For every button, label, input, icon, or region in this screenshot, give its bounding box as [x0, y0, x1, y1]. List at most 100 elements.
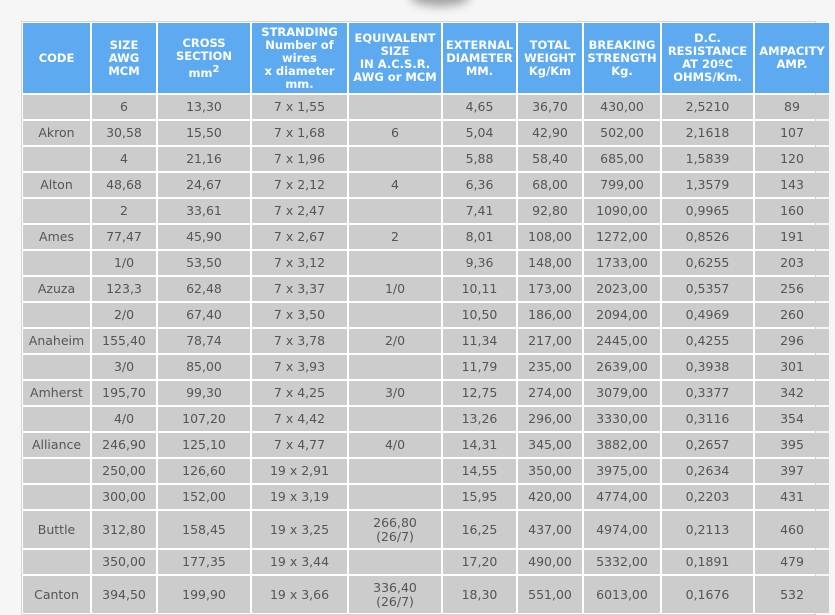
h: Kg/Km — [528, 63, 572, 78]
cell-resistance: 0,2634 — [662, 459, 753, 483]
cell-cross-section: 85,00 — [158, 355, 250, 379]
cell-breaking-strength: 799,00 — [584, 173, 660, 197]
cell-code — [23, 407, 90, 431]
cell-stranding: 19 x 3,19 — [252, 485, 347, 509]
cell-breaking-strength: 2639,00 — [584, 355, 660, 379]
table-row: Alton 48,68 24,67 7 x 2,12 4 6,36 68,00 799,00 1… — [23, 173, 829, 197]
cell-size: 30,58 — [92, 121, 156, 145]
cell-size: 195,70 — [92, 381, 156, 405]
table-row: 4/0 107,20 7 x 4,42 13,26 296,00 3330,00 0,311… — [23, 407, 829, 431]
cell-cross-section: 177,35 — [158, 550, 250, 574]
h: AMP. — [776, 57, 808, 71]
cell-ampacity: 296 — [755, 329, 829, 353]
cell-breaking-strength: 6013,00 — [584, 576, 660, 613]
cell-cross-section: 13,30 — [158, 95, 250, 119]
cell-resistance: 0,4969 — [662, 303, 753, 327]
cell-breaking-strength: 1272,00 — [584, 225, 660, 249]
table-row: 300,00 152,00 19 x 3,19 15,95 420,00 4774,00 0… — [23, 485, 829, 509]
cell-code: Azuza — [23, 277, 90, 301]
cell-total-weight: 490,00 — [518, 550, 582, 574]
cell-ampacity: 107 — [755, 121, 829, 145]
header-cross-section: CROSS SECTION mm2 — [158, 23, 250, 93]
cell-external-diameter: 4,65 — [443, 95, 516, 119]
cell-size: 312,80 — [92, 511, 156, 548]
cell-code — [23, 199, 90, 223]
cell-breaking-strength: 3079,00 — [584, 381, 660, 405]
cell-resistance: 0,1676 — [662, 576, 753, 613]
h: IN A.C.S.R. — [359, 57, 431, 71]
cell-size: 250,00 — [92, 459, 156, 483]
cell-external-diameter: 9,36 — [443, 251, 516, 275]
cell-external-diameter: 13,26 — [443, 407, 516, 431]
header-code-label: CODE — [38, 50, 75, 65]
cell-ampacity: 143 — [755, 173, 829, 197]
cell-equivalent: 4 — [349, 173, 441, 197]
cell-total-weight: 551,00 — [518, 576, 582, 613]
cell-stranding: 7 x 2,67 — [252, 225, 347, 249]
cell-external-diameter: 18,30 — [443, 576, 516, 613]
header-breaking-strength: BREAKING STRENGTH Kg. — [584, 23, 660, 93]
cell-ampacity: 479 — [755, 550, 829, 574]
cell-breaking-strength: 1733,00 — [584, 251, 660, 275]
cell-code — [23, 355, 90, 379]
cell-resistance: 0,3116 — [662, 407, 753, 431]
h: TOTAL — [529, 37, 571, 52]
table-row: 6 13,30 7 x 1,55 4,65 36,70 430,00 2,5210 89 — [23, 95, 829, 119]
cell-code — [23, 485, 90, 509]
h: CROSS — [182, 35, 226, 50]
h: MM. — [465, 63, 494, 78]
cell-external-diameter: 8,01 — [443, 225, 516, 249]
cell-total-weight: 108,00 — [518, 225, 582, 249]
cell-stranding: 7 x 1,68 — [252, 121, 347, 145]
h: SIZE — [109, 37, 139, 52]
cell-ampacity: 532 — [755, 576, 829, 613]
table-row: Ames 77,47 45,90 7 x 2,67 2 8,01 108,00 1272,00… — [23, 225, 829, 249]
h: BREAKING — [588, 37, 656, 52]
cell-ampacity: 203 — [755, 251, 829, 275]
cell-resistance: 0,3938 — [662, 355, 753, 379]
cell-equivalent: 2/0 — [349, 329, 441, 353]
cell-total-weight: 92,80 — [518, 199, 582, 223]
cell-stranding: 7 x 4,77 — [252, 433, 347, 457]
cell-ampacity: 256 — [755, 277, 829, 301]
cell-ampacity: 120 — [755, 147, 829, 171]
h: SECTION — [175, 48, 233, 63]
cell-resistance: 2,1618 — [662, 121, 753, 145]
cell-equivalent — [349, 459, 441, 483]
cell-code: Alliance — [23, 433, 90, 457]
table-row: Canton 394,50 199,90 19 x 3,66 336,40 (26/7)… — [23, 576, 829, 613]
cell-stranding: 7 x 3,37 — [252, 277, 347, 301]
cell-equivalent — [349, 303, 441, 327]
cell-code — [23, 550, 90, 574]
header-total-weight: TOTAL WEIGHT Kg/Km — [518, 23, 582, 93]
cell-external-diameter: 17,20 — [443, 550, 516, 574]
h: RESISTANCE — [667, 44, 748, 58]
cell-stranding: 7 x 2,12 — [252, 173, 347, 197]
cell-stranding: 7 x 4,42 — [252, 407, 347, 431]
cell-size: 6 — [92, 95, 156, 119]
cell-resistance: 0,4255 — [662, 329, 753, 353]
cell-ampacity: 160 — [755, 199, 829, 223]
cell-total-weight: 217,00 — [518, 329, 582, 353]
cell-size: 394,50 — [92, 576, 156, 613]
table-row: 350,00 177,35 19 x 3,44 17,20 490,00 5332,00 0… — [23, 550, 829, 574]
cell-total-weight: 173,00 — [518, 277, 582, 301]
conductor-specs-table: CODE SIZE AWG MCM CROSS SECTION mm2 STRANDIN… — [21, 21, 831, 615]
cell-total-weight: 296,00 — [518, 407, 582, 431]
cell-resistance: 0,3377 — [662, 381, 753, 405]
cell-external-diameter: 5,04 — [443, 121, 516, 145]
cell-total-weight: 58,40 — [518, 147, 582, 171]
h: 2 — [212, 63, 220, 75]
cell-ampacity: 191 — [755, 225, 829, 249]
cell-stranding: 7 x 3,12 — [252, 251, 347, 275]
cell-breaking-strength: 3882,00 — [584, 433, 660, 457]
cell-code — [23, 303, 90, 327]
cell-external-diameter: 14,31 — [443, 433, 516, 457]
cell-equivalent — [349, 407, 441, 431]
header-row: CODE SIZE AWG MCM CROSS SECTION mm2 STRANDIN… — [23, 23, 829, 93]
table-row: Anaheim 155,40 78,74 7 x 3,78 2/0 11,34 217,00… — [23, 329, 829, 353]
h: AMPACITY — [759, 44, 825, 58]
h: WEIGHT — [524, 50, 576, 65]
cell-cross-section: 199,90 — [158, 576, 250, 613]
cell-external-diameter: 15,95 — [443, 485, 516, 509]
